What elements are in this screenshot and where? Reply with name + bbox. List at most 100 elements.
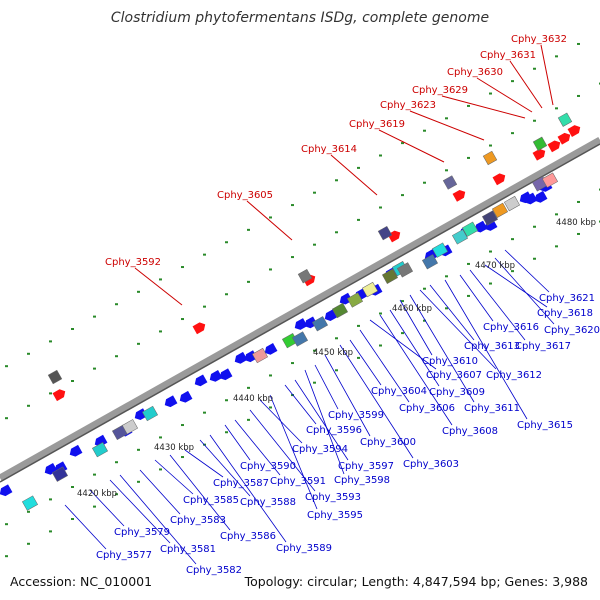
guide-dot [5, 555, 8, 558]
gene-label-top: Cphy_3614 [301, 144, 357, 155]
gene-label-bottom: Cphy_3621 [539, 293, 595, 304]
gene-label-bottom: Cphy_3581 [160, 544, 216, 555]
gene-box-shape [396, 262, 414, 278]
guide-dot [181, 266, 184, 269]
label-leader [509, 60, 543, 109]
gene-box-shape [331, 302, 349, 319]
guide-dot [159, 468, 162, 471]
label-leader [469, 269, 526, 341]
label-leader [389, 309, 440, 387]
gene-box-shape [381, 268, 399, 284]
guide-dot [27, 352, 30, 355]
gene-box-top [532, 136, 548, 151]
gene-box-shape [431, 242, 449, 258]
forward-gene-shape [557, 132, 571, 145]
label-leader [378, 129, 445, 163]
label-leader [409, 110, 485, 141]
forward-gene-shape [492, 173, 506, 186]
guide-dot [577, 232, 580, 235]
label-leader [314, 364, 339, 410]
guide-dot [511, 80, 514, 83]
reverse-gene [164, 395, 178, 408]
guide-dot [357, 356, 360, 359]
gene-label-bottom: Cphy_3583 [170, 515, 226, 526]
label-leader [369, 319, 437, 370]
gene-box-top-shape [297, 269, 313, 284]
label-leader [330, 154, 378, 196]
gene-box-shape [481, 210, 499, 226]
guide-dot [489, 250, 492, 253]
gene-box-shape [311, 316, 329, 332]
label-leader [119, 474, 197, 565]
guide-dot [27, 510, 30, 513]
gene-label-bottom: Cphy_3588 [240, 497, 296, 508]
reverse-gene-shape [294, 318, 308, 330]
guide-dot [467, 104, 470, 107]
guide-dot [159, 436, 162, 439]
label-leader [349, 339, 382, 386]
guide-dot [313, 381, 316, 384]
guide-dot [93, 505, 96, 508]
gene-label-bottom: Cphy_3615 [517, 420, 573, 431]
guide-dot [49, 530, 52, 533]
guide-dot [159, 330, 162, 333]
gene-box [91, 442, 109, 458]
gene-box-top [47, 369, 63, 385]
guide-dot [137, 342, 140, 345]
gene-box [21, 495, 39, 511]
gene-label-bottom: Cphy_3595 [307, 510, 363, 521]
label-leader [339, 344, 414, 459]
gene-box-shape [361, 281, 379, 298]
guide-dot [71, 486, 74, 489]
guide-dot [5, 365, 8, 368]
gene-box [481, 210, 499, 226]
gene-label-top: Cphy_3623 [380, 100, 436, 111]
forward-gene [492, 173, 506, 186]
guide-dot [137, 290, 140, 293]
guide-dot [71, 518, 74, 521]
guide-dot [5, 523, 8, 526]
label-leader [134, 267, 183, 306]
gene-box [331, 302, 349, 319]
guide-dot [401, 332, 404, 335]
gene-box-shape [121, 419, 139, 435]
guide-dot [357, 166, 360, 169]
guide-dot [555, 213, 558, 216]
genome-backbone-shadow [0, 143, 600, 483]
guide-dot [401, 194, 404, 197]
guide-dot [71, 328, 74, 331]
gene-box [396, 262, 414, 278]
gene-box-shape [491, 202, 509, 218]
gene-label-top: Cphy_3632 [511, 34, 567, 45]
guide-dot [313, 349, 316, 352]
gene-label-bottom: Cphy_3612 [486, 370, 542, 381]
reverse-gene-shape [474, 220, 488, 233]
label-leader [379, 314, 453, 426]
guide-dot [511, 132, 514, 135]
guide-dot [27, 404, 30, 407]
guide-dot [335, 337, 338, 340]
reverse-gene [234, 351, 248, 364]
forward-gene-shape [192, 322, 206, 335]
gene-box-shape [141, 405, 159, 422]
forward-gene-shape [452, 189, 466, 202]
guide-dot [555, 55, 558, 58]
guide-dot [489, 92, 492, 95]
gene-box-top-shape [47, 369, 63, 385]
gene-label-top: Cphy_3605 [217, 190, 273, 201]
guide-dot [225, 431, 228, 434]
guide-dot [291, 256, 294, 259]
reverse-gene [524, 192, 538, 205]
gene-box-shape [291, 331, 309, 347]
gene-label-bottom: Cphy_3586 [220, 531, 276, 542]
gene-label-bottom: Cphy_3607 [426, 370, 482, 381]
gene-box [291, 331, 309, 347]
forward-gene-shape [547, 140, 561, 153]
forward-gene [557, 132, 571, 145]
guide-dot [401, 142, 404, 145]
guide-dot [49, 498, 52, 501]
gene-label-bottom: Cphy_3609 [429, 387, 485, 398]
label-leader [109, 479, 171, 544]
label-leader [139, 469, 181, 515]
guide-dot [115, 303, 118, 306]
